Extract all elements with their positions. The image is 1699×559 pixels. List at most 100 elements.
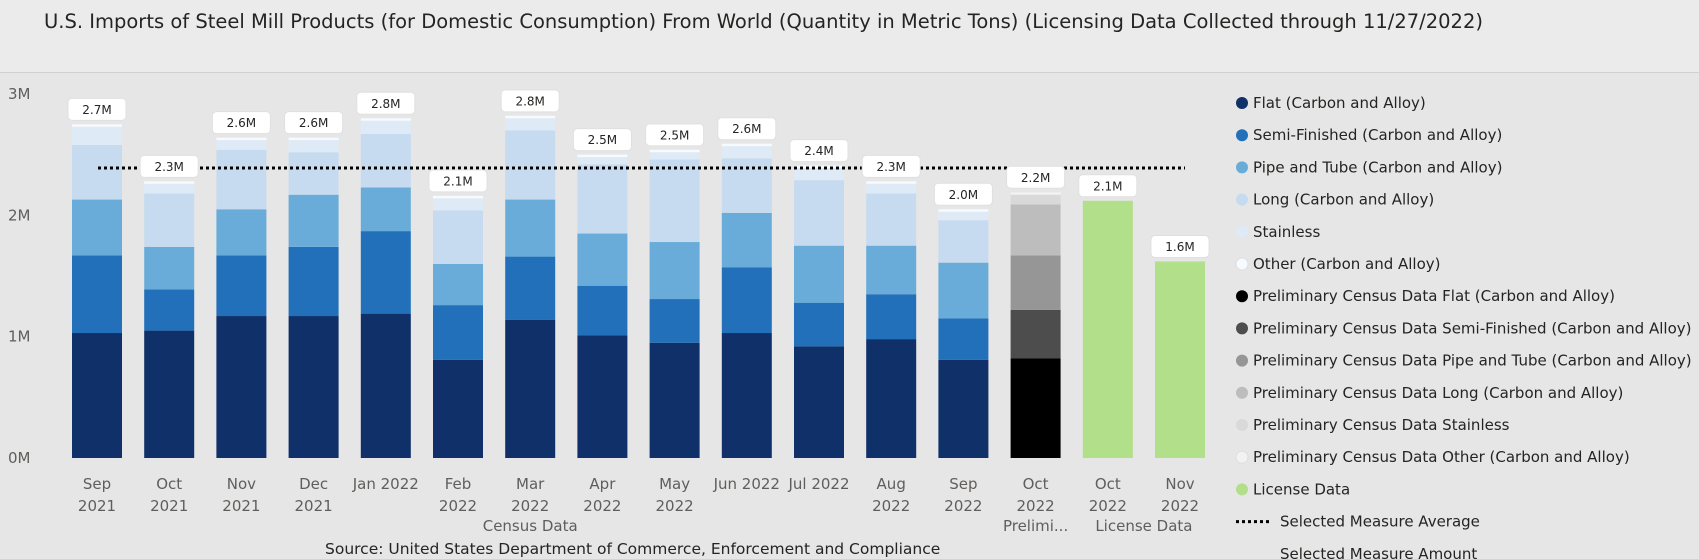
x-tick-label: May [659, 475, 690, 493]
bar-segment [216, 140, 267, 150]
data-label-box [500, 89, 560, 113]
x-tick-label: 2022 [439, 497, 477, 515]
bar-segment [649, 152, 700, 160]
legend-marker [1236, 354, 1248, 367]
bar-segment [1010, 255, 1061, 310]
data-label: 2.7M [82, 103, 111, 117]
legend-marker [1236, 419, 1248, 431]
bar-segment [505, 118, 556, 131]
legend-item-label: Long (Carbon and Alloy) [1253, 191, 1434, 209]
legend-item-label: Selected Measure Amount [1280, 545, 1477, 559]
bar-segment [938, 318, 989, 360]
data-label-box [933, 182, 993, 206]
legend-item-label: Stainless [1253, 223, 1320, 241]
x-tick-label: Apr [589, 475, 616, 493]
legend-item-label: License Data [1253, 480, 1350, 498]
x-tick-label: Dec [299, 475, 328, 493]
data-label-box [1006, 165, 1066, 189]
source-note: Source: United States Department of Comm… [325, 540, 941, 558]
legend-item-label: Preliminary Census Data Pipe and Tube (C… [1253, 352, 1692, 370]
bar-segment [577, 164, 628, 234]
bar-segment [505, 115, 556, 119]
x-tick-label: 2021 [295, 497, 333, 515]
bar-segment [288, 316, 339, 458]
data-label-box [284, 111, 344, 135]
bar-segment [721, 267, 772, 334]
bar-segment [288, 194, 339, 247]
bar-segment [866, 339, 917, 458]
y-tick-label: 1M [8, 328, 31, 346]
bar-segment [433, 195, 483, 199]
bar-segment [794, 302, 844, 347]
bar-segment [433, 198, 483, 211]
bar-segment [216, 149, 267, 210]
bar-segment [866, 193, 917, 246]
x-tick-label: Oct [1095, 475, 1121, 493]
bar-segment [433, 305, 483, 360]
bar-segment [72, 255, 122, 334]
legend-marker [1236, 386, 1248, 399]
data-label-box [67, 97, 127, 121]
legend-marker [1235, 257, 1249, 271]
data-label: 2.4M [804, 144, 833, 158]
legend-marker [1235, 450, 1249, 464]
x-tick-label: Feb [445, 475, 472, 493]
legend-marker [1236, 97, 1248, 109]
bar-segment [144, 330, 195, 458]
y-tick-label: 0M [8, 449, 31, 467]
data-label: 2.1M [443, 174, 472, 188]
data-label-box [861, 154, 921, 178]
bar-segment [938, 220, 989, 263]
bar-segment [1155, 261, 1205, 458]
data-label-box [789, 139, 849, 163]
data-label: 2.5M [660, 128, 689, 142]
bar-segment [288, 152, 339, 195]
x-tick-label: Oct [156, 475, 182, 493]
x-tick-label: Mar [516, 475, 545, 493]
bar-segment [144, 181, 195, 184]
bar-segment [577, 285, 628, 336]
bar-segment [721, 333, 772, 458]
bar-segment [216, 316, 267, 458]
bar-segment [794, 168, 844, 181]
bar-segment [360, 187, 411, 232]
y-tick-label: 2M [8, 206, 31, 224]
bar-segment [144, 193, 195, 247]
bar-segment [649, 299, 700, 343]
bar-segment [144, 246, 195, 290]
bar-segment [144, 183, 195, 194]
data-label: 2.2M [1021, 171, 1050, 185]
x-tick-label: 2022 [1017, 497, 1055, 515]
bar-segment [144, 289, 195, 331]
data-label-box [356, 91, 416, 115]
x-tick-label: 2022 [872, 497, 910, 515]
bar-segment [1010, 192, 1061, 195]
x-tick-label: 2022 [1089, 497, 1127, 515]
data-label-box [211, 111, 271, 135]
legend-item-label: Pipe and Tube (Carbon and Alloy) [1253, 158, 1502, 176]
bar-segment [360, 118, 411, 121]
data-label: 1.6M [1165, 240, 1194, 254]
data-label: 2.8M [515, 94, 544, 108]
chart-title: U.S. Imports of Steel Mill Products (for… [44, 10, 1483, 33]
x-tick-label: Aug [877, 475, 906, 493]
legend-marker [1236, 483, 1248, 496]
bar-segment [216, 137, 267, 141]
bar-segment [721, 143, 772, 147]
data-label-box [572, 128, 632, 152]
bar-segment [72, 333, 122, 458]
legend-item-label: Preliminary Census Data Long (Carbon and… [1253, 384, 1623, 402]
bar-segment [577, 233, 628, 286]
bar-segment [1010, 358, 1061, 458]
bar-segment [721, 146, 772, 159]
x-tick-label: Sep [83, 475, 111, 493]
x-tick-label: Oct [1023, 475, 1049, 493]
legend-item-label: Preliminary Census Data Other (Carbon an… [1253, 448, 1630, 466]
x-tick-label: 2022 [583, 497, 621, 515]
bar-segment [938, 262, 989, 319]
x-tick-label: 2022 [656, 497, 694, 515]
bar-segment [360, 120, 411, 135]
x-tick-label: Nov [1165, 475, 1194, 493]
bar-segment [433, 359, 483, 458]
